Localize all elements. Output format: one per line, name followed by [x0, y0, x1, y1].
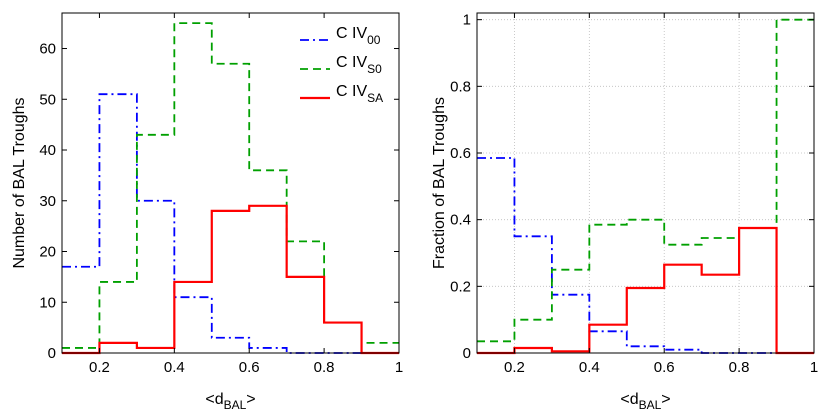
chart-right-fraction-of-troughs: 0.2 0.4 0.6 0.8 1 0 0.2 0.4 0.6 0.8 1 <dBAL> Fractio… — [431, 12, 818, 412]
series-line-civ-sa — [477, 226, 814, 355]
y-tick-label: 30 — [39, 193, 56, 210]
y-tick-label: 20 — [39, 244, 56, 261]
x-tick-label: 1 — [810, 359, 818, 376]
x-axis-label: <dBAL> — [205, 391, 255, 412]
plot-area — [62, 13, 399, 353]
legend-label-subscript: 00 — [367, 33, 381, 47]
x-tick-label: 0.4 — [164, 359, 185, 376]
legend-label-civ-00: C IV00 — [336, 25, 381, 47]
x-axis-label-end: > — [661, 391, 670, 408]
x-tick-label: 0.8 — [729, 359, 750, 376]
x-tick-label: 0.6 — [654, 359, 675, 376]
legend-label-civ-sa: C IVSA — [336, 83, 383, 105]
y-tick-label: 0 — [463, 345, 471, 362]
x-axis-label-end: > — [246, 391, 255, 408]
series-line-civ-00 — [62, 93, 399, 354]
x-tick-label: 0.2 — [89, 359, 110, 376]
y-tick-label: 10 — [39, 294, 56, 311]
x-tick-label: 1 — [395, 359, 403, 376]
y-tick-label: 0.4 — [450, 212, 471, 229]
x-tick-label: 0.4 — [579, 359, 600, 376]
x-axis-label-subscript: BAL — [224, 398, 247, 412]
plot-area — [477, 13, 814, 353]
y-tick-label: 1 — [463, 12, 471, 29]
x-tick-label: 0.6 — [239, 359, 260, 376]
y-axis-label: Fraction of BAL Troughs — [431, 97, 448, 269]
x-axis-label-main: <d — [205, 391, 223, 408]
y-tick-label: 0.2 — [450, 278, 471, 295]
y-tick-label: 60 — [39, 41, 56, 58]
series-line-civ-sa — [62, 204, 399, 355]
x-tick-label: 0.8 — [314, 359, 335, 376]
axes-box — [476, 12, 815, 354]
axes-box — [61, 12, 400, 354]
x-axis-label-subscript: BAL — [639, 398, 662, 412]
legend-label-name: C IV — [336, 83, 367, 100]
legend-label-subscript: SA — [367, 91, 383, 105]
x-axis-label-main: <d — [620, 391, 638, 408]
y-tick-label: 0 — [48, 345, 56, 362]
legend-label-name: C IV — [336, 54, 367, 71]
x-axis-label: <dBAL> — [620, 391, 670, 412]
y-tick-label: 0.8 — [450, 78, 471, 95]
series-line-civ-s0 — [62, 22, 399, 349]
y-tick-label: 0.6 — [450, 145, 471, 162]
y-tick-label: 50 — [39, 91, 56, 108]
x-tick-label: 0.2 — [504, 359, 525, 376]
legend-label-name: C IV — [336, 25, 367, 42]
y-axis-label: Number of BAL Troughs — [11, 97, 28, 268]
legend-label-civ-s0: C IVS0 — [336, 54, 382, 76]
legend-label-subscript: S0 — [367, 62, 382, 76]
y-tick-label: 40 — [39, 142, 56, 159]
